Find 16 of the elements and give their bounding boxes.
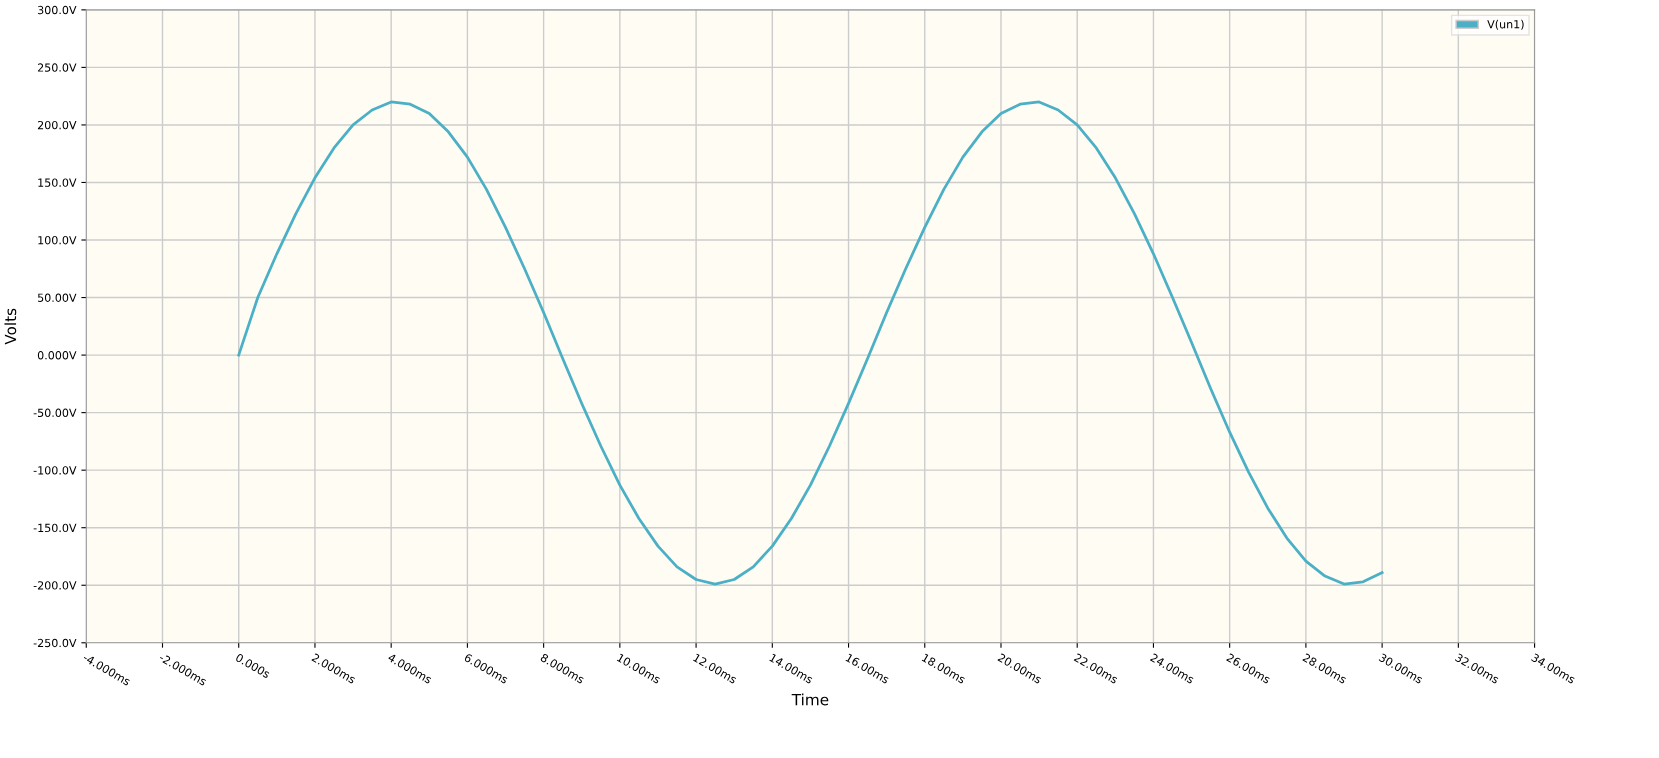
y-tick-label: -150.0V xyxy=(33,523,77,533)
y-tick-label: -50.00V xyxy=(33,408,77,418)
y-tick-label: 200.0V xyxy=(37,120,77,130)
y-tick-label: 100.0V xyxy=(38,235,77,245)
y-tick-label: 250.0V xyxy=(37,63,77,72)
y-tick-label: -250.0V xyxy=(33,638,77,648)
y-tick-label: 50.00V xyxy=(37,293,77,302)
y-tick-label: -100.0V xyxy=(33,466,77,475)
x-axis-title: Time xyxy=(791,693,829,706)
y-tick-label: -200.0V xyxy=(33,581,77,590)
y-tick-label: 300.0V xyxy=(37,5,77,15)
legend-label: V(un1) xyxy=(1487,19,1524,30)
y-tick-label: 150.0V xyxy=(38,178,77,187)
y-tick-label: 0.000V xyxy=(37,351,77,360)
line-series xyxy=(237,100,1384,586)
y-axis-title: Volts xyxy=(4,308,17,345)
